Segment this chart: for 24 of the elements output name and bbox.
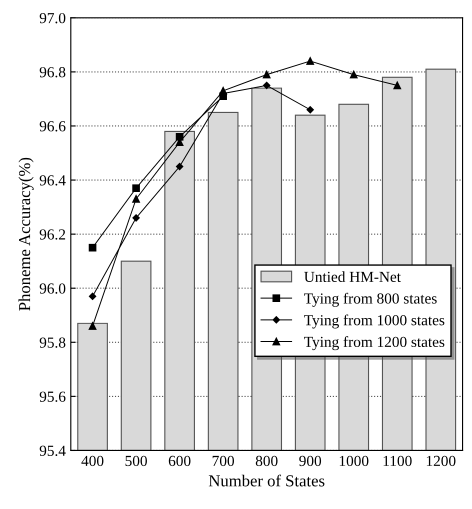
x-tick-label: 600 <box>168 456 190 466</box>
y-tick-label: 96.0 <box>40 283 66 294</box>
y-tick-label: 96.4 <box>40 175 66 186</box>
x-tick-label: 500 <box>126 456 147 466</box>
y-tick-label: 95.8 <box>40 337 66 348</box>
legend-label: Untied HM-Net <box>304 271 401 282</box>
x-tick-label: 700 <box>212 456 234 466</box>
y-tick-label: 96.6 <box>40 121 66 132</box>
legend-label: Tying from 1200 states <box>304 336 444 350</box>
x-tick-label: 1100 <box>384 456 412 466</box>
y-tick-label: 95.6 <box>40 392 66 402</box>
y-tick-label: 96.8 <box>40 67 66 78</box>
x-tick-label: 800 <box>256 456 278 466</box>
legend-label: Tying from 800 states <box>304 292 437 307</box>
x-tick-label: 400 <box>81 456 104 466</box>
y-tick-label: 97.0 <box>40 12 66 24</box>
y-tick-label: 96.2 <box>40 229 66 240</box>
y-axis-title: Phoneme Accuracy(%) <box>18 158 34 311</box>
x-tick-label: 1200 <box>426 456 456 466</box>
x-tick-label: 1000 <box>340 456 368 466</box>
x-axis-title: Number of States <box>208 474 324 486</box>
x-tick-label: 900 <box>299 456 322 466</box>
y-tick-label: 95.4 <box>40 446 66 456</box>
legend-label: Tying from 1000 states <box>304 314 444 328</box>
